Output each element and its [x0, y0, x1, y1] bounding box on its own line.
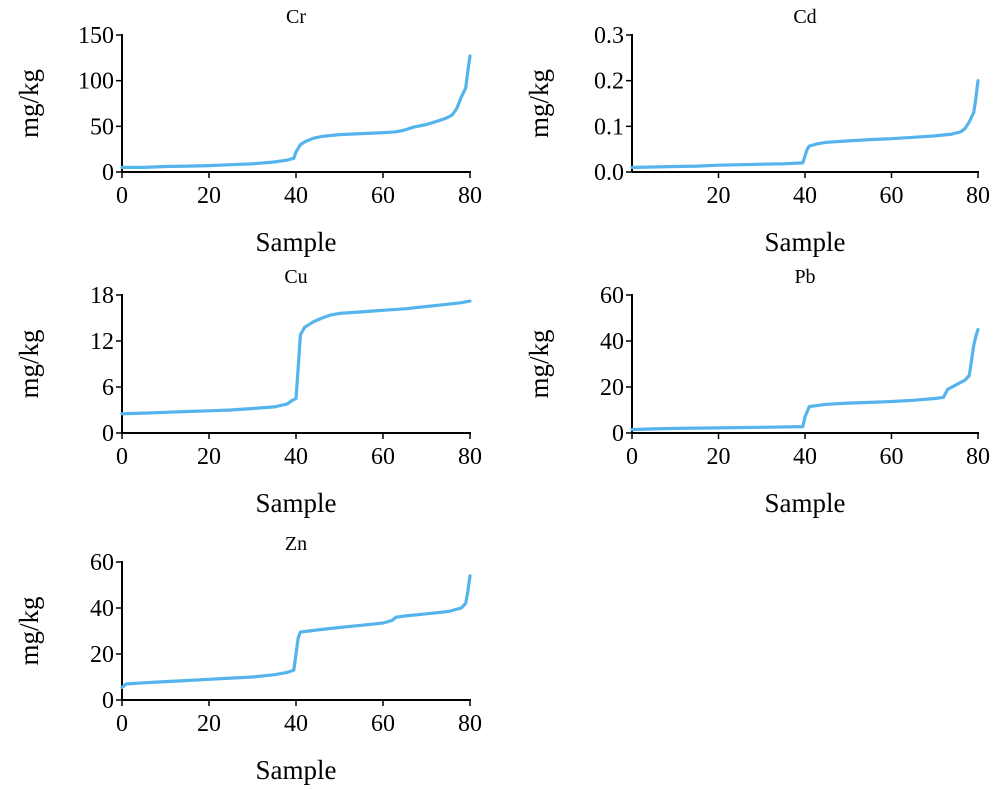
- cr-y-tick-label: 0: [102, 160, 114, 186]
- cr-x-tick-label: 80: [458, 183, 482, 209]
- cr-series-line: [120, 54, 472, 169]
- cu-x-tick-label: 0: [116, 444, 128, 470]
- cd-y-axis-title: mg/kg: [524, 69, 554, 138]
- zn-x-tick-label: 60: [371, 711, 395, 737]
- pb-y-axis-title: mg/kg: [524, 329, 554, 398]
- cr-y-tick-label: 150: [78, 23, 114, 49]
- cu-y-axis-title: mg/kg: [14, 329, 44, 398]
- zn-y-axis-title: mg/kg: [14, 596, 44, 665]
- zn-x-axis-title: Sample: [256, 755, 337, 785]
- cu-panel: 0 6 12 18 0 20 40 60 80 Sample mg/kg Cu: [14, 266, 482, 518]
- cd-panel: 0.0 0.1 0.2 0.3 20 40 60 80 Sample mg/kg Cd: [524, 6, 990, 257]
- cu-y-tick-label: 18: [90, 283, 114, 309]
- cu-panel-title: Cu: [284, 266, 307, 288]
- cd-panel-title: Cd: [793, 6, 816, 28]
- zn-x-tick-label: 20: [197, 711, 221, 737]
- cd-y-tick-label: 0.3: [594, 23, 624, 49]
- pb-series-line: [630, 327, 980, 432]
- cr-y-axis-title: mg/kg: [14, 69, 44, 138]
- cu-y-tick-label: 6: [102, 375, 114, 401]
- cd-series-line: [630, 79, 980, 169]
- pb-x-tick-label: 60: [880, 444, 904, 470]
- cu-x-axis-title: Sample: [256, 488, 337, 518]
- cd-y-tick-label: 0.0: [594, 160, 624, 186]
- zn-y-tick-label: 0: [102, 688, 114, 714]
- pb-y-tick-label: 20: [600, 375, 624, 401]
- pb-panel-title: Pb: [794, 266, 815, 288]
- cr-x-tick-label: 0: [116, 183, 128, 209]
- zn-y-tick-label: 40: [90, 596, 114, 622]
- cr-x-tick-label: 20: [197, 183, 221, 209]
- cd-x-axis-title: Sample: [765, 227, 846, 257]
- pb-y-tick-label: 40: [600, 329, 624, 355]
- cr-panel: 0 50 100 150 0 20 40 60 80 Sample mg/kg Cr: [14, 6, 482, 257]
- cu-y-tick-label: 0: [102, 421, 114, 447]
- cd-x-tick-label: 40: [793, 183, 817, 209]
- cr-panel-title: Cr: [286, 6, 306, 28]
- cu-x-tick-label: 20: [197, 444, 221, 470]
- pb-y-tick-label: 60: [600, 283, 624, 309]
- cd-x-tick-label: 60: [880, 183, 904, 209]
- zn-x-tick-label: 80: [458, 711, 482, 737]
- cu-y-tick-label: 12: [90, 329, 114, 355]
- cr-y-tick-label: 100: [78, 69, 114, 95]
- pb-x-axis-title: Sample: [765, 488, 846, 518]
- cu-x-tick-label: 80: [458, 444, 482, 470]
- cr-x-tick-label: 60: [371, 183, 395, 209]
- cr-x-tick-label: 40: [284, 183, 308, 209]
- cd-y-tick-label: 0.1: [594, 114, 624, 140]
- pb-y-tick-label: 0: [612, 421, 624, 447]
- zn-y-tick-label: 60: [90, 550, 114, 576]
- pb-x-tick-label: 20: [707, 444, 731, 470]
- pb-x-tick-label: 40: [793, 444, 817, 470]
- cd-y-tick-label: 0.2: [594, 69, 624, 95]
- cr-x-axis-title: Sample: [256, 227, 337, 257]
- pb-panel: 0 20 40 60 0 20 40 60 80 Sample mg/kg Pb: [524, 266, 990, 518]
- pb-x-tick-label: 0: [626, 444, 638, 470]
- zn-panel-title: Zn: [285, 533, 307, 555]
- cd-x-tick-label: 20: [707, 183, 731, 209]
- cu-series-line: [120, 299, 472, 416]
- pb-x-tick-label: 80: [966, 444, 990, 470]
- zn-x-tick-label: 40: [284, 711, 308, 737]
- zn-series-line: [120, 574, 472, 690]
- cu-x-tick-label: 60: [371, 444, 395, 470]
- cd-x-tick-label: 80: [966, 183, 990, 209]
- cu-x-tick-label: 40: [284, 444, 308, 470]
- zn-panel: 0 20 40 60 0 20 40 60 80 Sample mg/kg Zn: [14, 533, 482, 785]
- cr-y-tick-label: 50: [90, 114, 114, 140]
- zn-y-tick-label: 20: [90, 642, 114, 668]
- zn-x-tick-label: 0: [116, 711, 128, 737]
